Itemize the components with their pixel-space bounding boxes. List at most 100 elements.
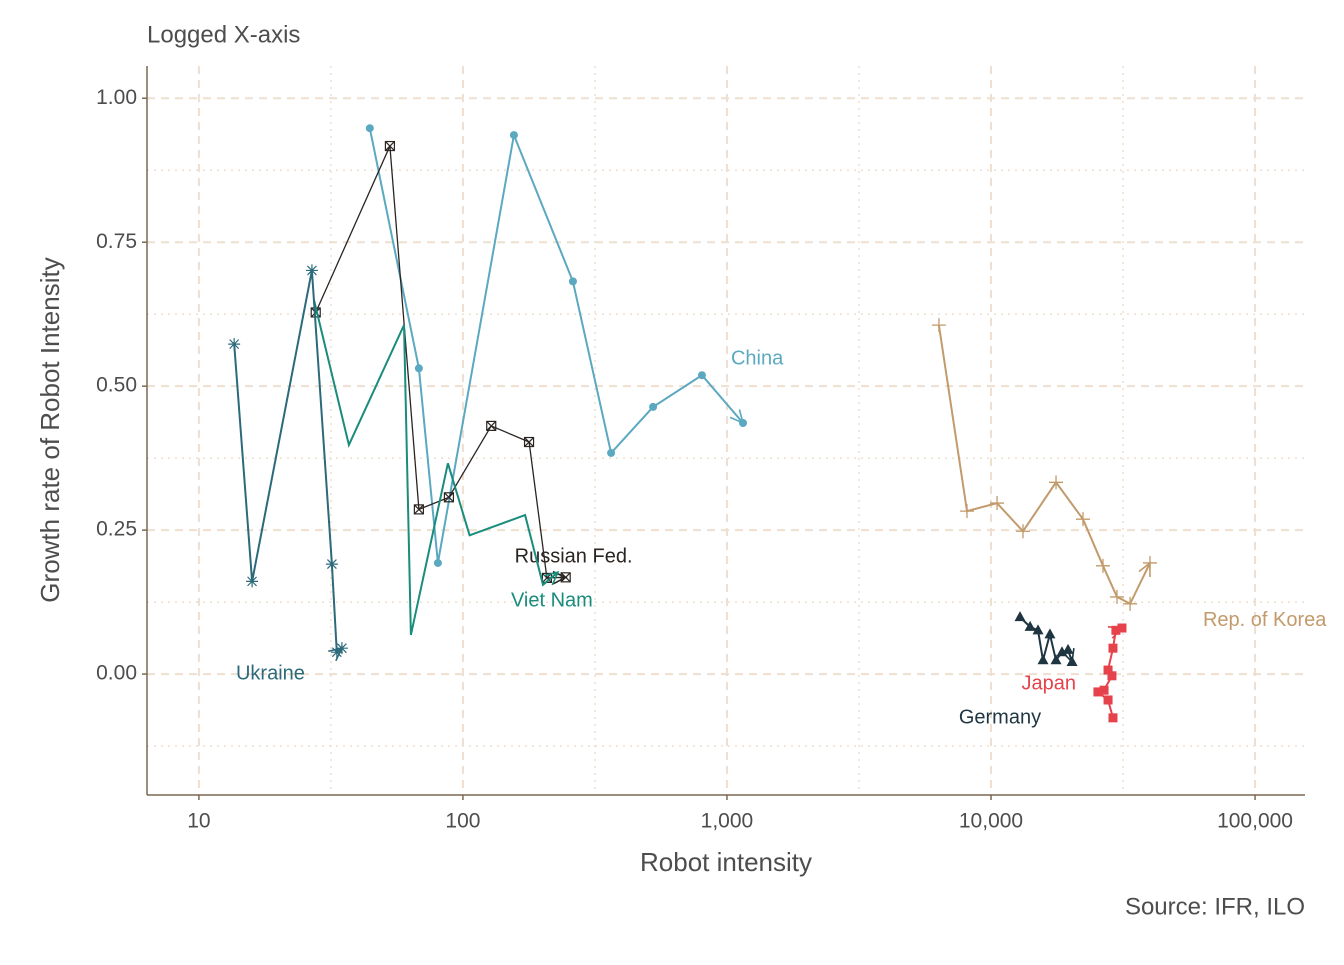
point <box>486 420 497 431</box>
series-line <box>315 145 566 579</box>
point-shape <box>697 371 706 380</box>
point-shape <box>1037 654 1049 665</box>
point <box>1142 555 1157 570</box>
point-shape <box>443 492 455 503</box>
point-shape <box>384 140 396 152</box>
point-shape <box>365 124 374 133</box>
series-line <box>937 324 1151 606</box>
point <box>325 558 338 571</box>
point <box>1103 695 1113 705</box>
point <box>1123 596 1138 611</box>
point-shape <box>1103 695 1113 705</box>
series-label: Rep. of Korea <box>1203 609 1327 631</box>
point <box>246 575 259 588</box>
point <box>305 264 318 277</box>
point <box>1037 654 1049 665</box>
point <box>1108 643 1118 653</box>
point-shape <box>1062 643 1074 654</box>
point <box>738 419 747 428</box>
point <box>1109 589 1124 604</box>
point <box>568 277 577 286</box>
y-tick-label: 0.25 <box>96 518 137 541</box>
point <box>509 131 518 140</box>
point-shape <box>486 420 497 431</box>
point <box>1099 685 1109 695</box>
x-axis-label: Robot intensity <box>640 847 812 877</box>
point <box>1014 611 1026 622</box>
point-shape <box>1103 665 1113 675</box>
point-shape <box>443 492 454 503</box>
point-shape <box>228 338 241 351</box>
point-shape <box>1123 596 1138 611</box>
y-tick-label: 0.75 <box>96 230 137 253</box>
point-shape <box>1024 620 1036 631</box>
point <box>330 646 343 659</box>
point-shape <box>523 436 535 448</box>
point <box>697 371 706 380</box>
y-tick-label: 1.00 <box>96 86 137 109</box>
point <box>1108 713 1118 723</box>
point-shape <box>1095 558 1110 573</box>
point <box>1095 558 1110 573</box>
point-shape <box>1050 654 1062 665</box>
point-shape <box>959 504 974 519</box>
x-tick-label: 10 <box>187 810 210 833</box>
point-shape <box>330 646 343 659</box>
point <box>384 140 396 152</box>
point-shape <box>413 504 424 515</box>
x-tick-label: 10,000 <box>959 810 1023 833</box>
point-shape <box>1032 624 1044 635</box>
point <box>560 572 571 583</box>
series-label: Germany <box>959 706 1041 728</box>
point <box>365 124 374 133</box>
point-shape <box>509 131 518 140</box>
point-shape <box>486 420 497 431</box>
point <box>443 492 455 503</box>
point <box>335 642 348 655</box>
point-shape <box>1117 623 1127 633</box>
point-shape <box>305 264 318 277</box>
x-tick-label: 100,000 <box>1217 810 1293 833</box>
point <box>1016 524 1031 539</box>
point-shape <box>990 496 1005 511</box>
point <box>607 448 616 457</box>
point <box>433 558 442 567</box>
point-shape <box>524 437 534 447</box>
point-shape <box>413 504 424 515</box>
point-shape <box>325 558 338 571</box>
series-label: Japan <box>1021 672 1076 694</box>
point <box>1049 475 1064 490</box>
point-shape <box>246 575 259 588</box>
point <box>1044 628 1056 639</box>
point-shape <box>1109 589 1124 604</box>
point-shape <box>335 642 348 655</box>
point-shape <box>649 402 658 411</box>
point <box>990 496 1005 511</box>
point <box>1075 512 1090 527</box>
point <box>1062 643 1074 654</box>
point <box>523 436 535 448</box>
series-line <box>313 300 559 636</box>
point-shape <box>1093 687 1103 697</box>
point <box>413 504 424 515</box>
y-axis-label: Growth rate of Robot Intensity <box>35 257 65 602</box>
y-tick-label: 0.00 <box>96 662 137 685</box>
y-tick-label: 0.50 <box>96 374 137 397</box>
point <box>1107 671 1117 681</box>
point-shape <box>560 572 571 583</box>
series-label: Viet Nam <box>511 589 593 611</box>
point <box>1117 623 1127 633</box>
point-shape <box>1016 524 1031 539</box>
series-label: China <box>731 347 784 369</box>
x-tick-label: 100 <box>445 810 480 833</box>
point <box>1024 620 1036 631</box>
point-shape <box>1111 625 1121 635</box>
point <box>931 318 946 333</box>
point-shape <box>384 141 395 151</box>
point <box>649 402 658 411</box>
point-shape <box>1099 685 1109 695</box>
point <box>414 364 423 373</box>
series-label: Russian Fed. <box>515 546 633 568</box>
